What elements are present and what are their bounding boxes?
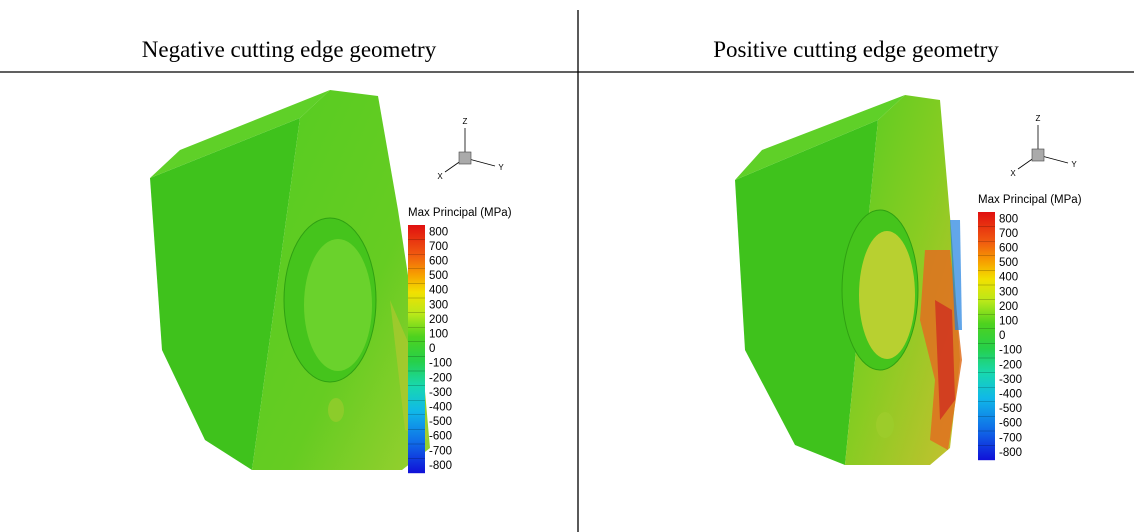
legend-label: 500 <box>999 257 1018 269</box>
legend-label: -300 <box>429 387 452 399</box>
figure: Negative cutting edge geometry Z X Y Max Pri… <box>0 0 1134 532</box>
legend-label: 700 <box>429 241 448 253</box>
legend-title: Max Principal (MPa) <box>978 194 1082 206</box>
legend-label: 300 <box>999 286 1018 298</box>
legend-label: -400 <box>999 389 1022 401</box>
legend-label: 600 <box>999 243 1018 255</box>
legend-label: -500 <box>429 416 452 428</box>
legend-label: -200 <box>999 359 1022 371</box>
legend-label: 200 <box>429 314 448 326</box>
legend-label: -400 <box>429 402 452 414</box>
legend-label: 800 <box>429 226 448 238</box>
axis-label: X <box>437 172 443 181</box>
hole-inner <box>859 231 915 359</box>
triad-cube <box>1032 149 1044 161</box>
insert-model-positive <box>735 95 962 465</box>
axis-label: Y <box>498 163 504 172</box>
legend-label: 700 <box>999 228 1018 240</box>
legend-label: 800 <box>999 213 1018 225</box>
legend-label: -800 <box>429 460 452 472</box>
legend-label: -700 <box>429 445 452 457</box>
axis-label: Z <box>1036 114 1041 123</box>
colorbar <box>978 212 995 460</box>
legend-label: -100 <box>999 345 1022 357</box>
axis-label: X <box>1010 169 1016 178</box>
bump <box>876 412 894 438</box>
colorbar <box>408 225 425 473</box>
axis-label: Z <box>463 117 468 126</box>
column-header: Negative cutting edge geometry <box>142 37 437 62</box>
legend-label: 300 <box>429 299 448 311</box>
legend-label: 0 <box>429 343 435 355</box>
legend-label: -600 <box>999 418 1022 430</box>
legend-label: 100 <box>999 316 1018 328</box>
legend-label: 400 <box>999 272 1018 284</box>
triad-cube <box>459 152 471 164</box>
legend-label: 400 <box>429 285 448 297</box>
legend-label: -800 <box>999 447 1022 459</box>
legend-label: -100 <box>429 358 452 370</box>
legend-label: -200 <box>429 372 452 384</box>
legend-label: 200 <box>999 301 1018 313</box>
bump <box>328 398 344 422</box>
column-header: Positive cutting edge geometry <box>713 37 999 62</box>
axis-label: Y <box>1071 160 1077 169</box>
legend-label: 100 <box>429 329 448 341</box>
legend-label: 0 <box>999 330 1005 342</box>
legend-label: -500 <box>999 403 1022 415</box>
legend-title: Max Principal (MPa) <box>408 207 512 219</box>
legend-label: -600 <box>429 431 452 443</box>
legend-label: -300 <box>999 374 1022 386</box>
insert-model-negative <box>150 90 430 470</box>
hole-inner <box>304 239 372 371</box>
legend-label: -700 <box>999 432 1022 444</box>
legend-label: 600 <box>429 256 448 268</box>
legend-label: 500 <box>429 270 448 282</box>
